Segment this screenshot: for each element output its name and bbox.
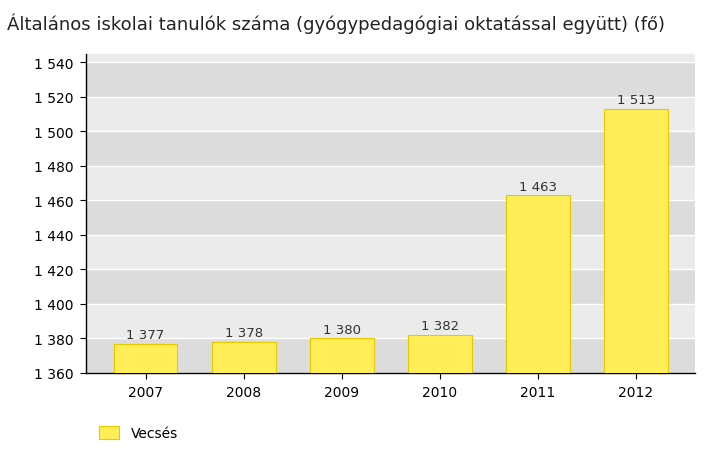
Text: 1 377: 1 377 bbox=[126, 328, 165, 341]
Bar bbox=[408, 335, 472, 455]
Text: 1 378: 1 378 bbox=[224, 327, 262, 339]
Text: 1 513: 1 513 bbox=[617, 94, 655, 107]
Bar bbox=[86, 201, 695, 235]
Bar bbox=[604, 110, 668, 455]
Bar bbox=[86, 270, 695, 304]
Bar bbox=[212, 342, 275, 455]
Text: 1 382: 1 382 bbox=[421, 320, 459, 333]
Bar bbox=[86, 98, 695, 132]
Bar bbox=[86, 63, 695, 98]
Text: Általános iskolai tanulók száma (gyógypedagógiai oktatással együtt) (fő): Általános iskolai tanulók száma (gyógype… bbox=[7, 14, 665, 34]
Legend: Vecsés: Vecsés bbox=[93, 421, 184, 446]
Text: 1 463: 1 463 bbox=[519, 180, 557, 193]
Bar bbox=[86, 304, 695, 339]
Bar bbox=[506, 196, 570, 455]
Bar bbox=[310, 339, 374, 455]
Bar bbox=[86, 132, 695, 167]
Bar bbox=[86, 235, 695, 270]
Bar bbox=[114, 344, 178, 455]
Text: 1 380: 1 380 bbox=[323, 323, 361, 336]
Bar bbox=[86, 339, 695, 373]
Bar bbox=[86, 167, 695, 201]
